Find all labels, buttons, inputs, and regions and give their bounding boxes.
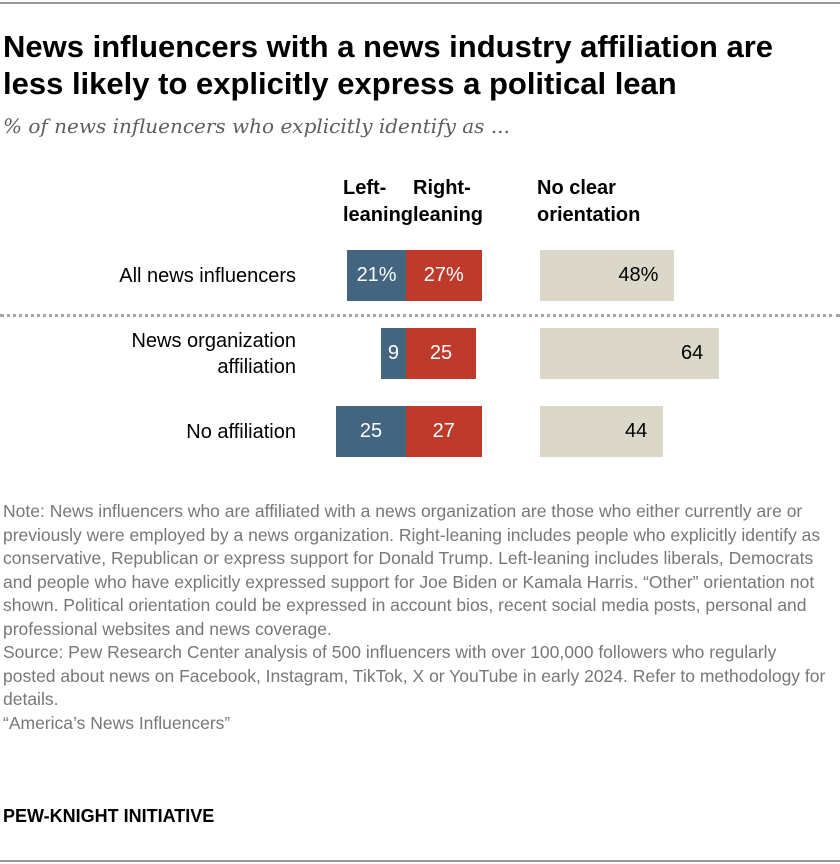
bar-label-right-row-2: 27 — [432, 420, 455, 442]
row-label-news-org: News organization affiliation — [131, 328, 296, 380]
column-header-none: No clear orientation — [537, 175, 640, 229]
note-text: Note: News influencers who are affiliate… — [3, 501, 821, 639]
bar-right-row-2 — [406, 406, 482, 457]
notes: Note: News influencers who are affiliate… — [3, 500, 833, 735]
bar-label-none-row-1: 64 — [680, 342, 704, 364]
bar-label-right-row-0: 27% — [423, 264, 464, 286]
header-line: leaning — [343, 204, 414, 226]
bar-right-row-1 — [406, 328, 476, 379]
chart-title: News influencers with a news industry af… — [3, 29, 774, 101]
row-label-no-affiliation: No affiliation — [186, 419, 296, 445]
bar-label-none-row-0: 48% — [618, 264, 659, 286]
source-text: Source: Pew Research Center analysis of … — [3, 642, 826, 709]
report-title: “America’s News Influencers” — [3, 712, 231, 733]
row-label-line: News organization — [131, 330, 296, 352]
bottom-rule — [0, 860, 840, 862]
bar-label-left-row-1: 9 — [387, 342, 399, 364]
header-line: Right- — [413, 177, 471, 199]
chart-subtitle: % of news influencers who explicitly ide… — [3, 114, 510, 138]
header-line: Left- — [343, 177, 387, 199]
header-line: leaning — [413, 204, 484, 226]
bar-right-row-0 — [406, 250, 482, 301]
footer-initiative: PEW-KNIGHT INITIATIVE — [3, 806, 215, 826]
header-line: No clear — [537, 177, 616, 199]
bar-none-row-1 — [540, 328, 720, 379]
dotted-separator — [0, 314, 840, 317]
top-rule — [0, 2, 840, 4]
bar-label-right-row-1: 25 — [429, 342, 453, 364]
bar-label-none-row-2: 44 — [624, 420, 648, 442]
row-label-line: No affiliation — [186, 421, 296, 443]
column-header-left: Left- leaning — [343, 175, 413, 229]
bar-label-left-row-2: 25 — [359, 420, 383, 442]
header-line: orientation — [537, 204, 641, 226]
row-label-line: affiliation — [217, 356, 296, 378]
column-header-right: Right- leaning — [413, 175, 483, 229]
bar-label-left-row-0: 21% — [356, 264, 397, 286]
bar-none-row-2 — [540, 406, 664, 457]
bar-left-row-2 — [336, 406, 406, 457]
bar-left-row-1 — [380, 328, 406, 379]
row-label-all: All news influencers — [119, 263, 296, 289]
row-label-line: All news influencers — [119, 265, 296, 287]
bar-left-row-0 — [347, 250, 406, 301]
bar-none-row-0 — [540, 250, 675, 301]
